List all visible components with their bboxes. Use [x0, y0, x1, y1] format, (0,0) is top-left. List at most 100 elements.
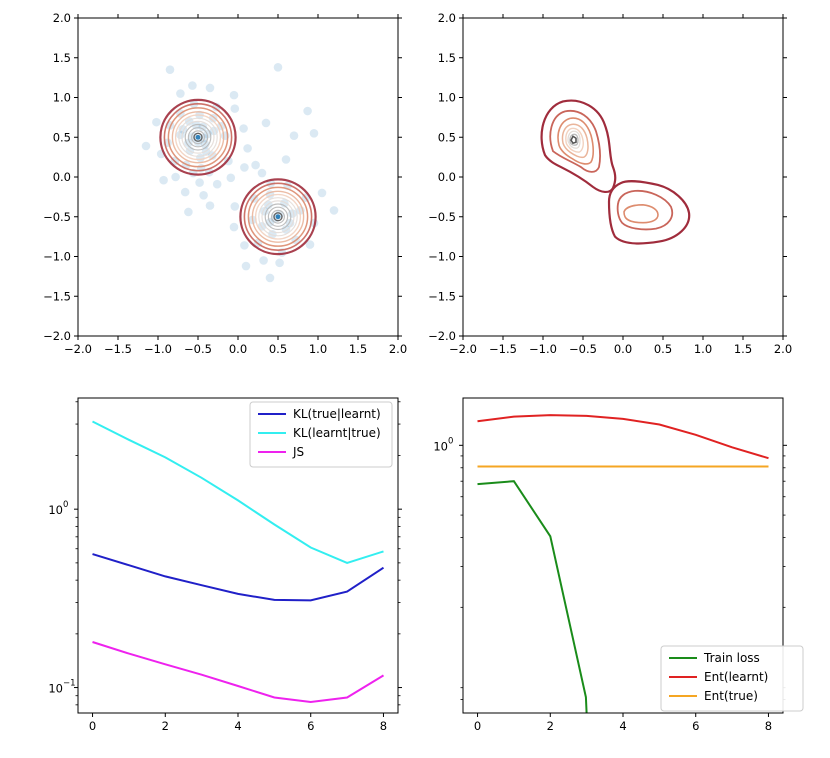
scatter-point: [239, 124, 248, 133]
scatter-point: [171, 172, 180, 182]
scatter-point: [193, 137, 203, 147]
y-tick-label: −0.5: [43, 210, 71, 224]
scatter-point: [205, 83, 215, 93]
true-density-contour: [271, 209, 286, 224]
x-tick-label: −1.0: [529, 342, 557, 356]
x-tick-label: 6: [307, 719, 314, 733]
true-density-contour: [239, 178, 317, 256]
scatter-point: [212, 179, 222, 189]
scatter-point: [240, 241, 249, 250]
true-density-contour: [258, 197, 298, 237]
scatter-point: [184, 207, 193, 217]
scatter-point: [152, 117, 161, 127]
scatter-point: [180, 187, 190, 197]
scatter-point: [199, 190, 208, 200]
series-train-loss: [477, 480, 588, 714]
legend-label: KL(learnt|true): [293, 426, 381, 440]
true-density-contour: [191, 130, 206, 145]
series-js: [92, 641, 385, 704]
scatter-point: [317, 188, 327, 198]
x-tick-label: 8: [765, 719, 772, 733]
scatter-point: [205, 201, 215, 210]
x-tick-label: −2.0: [64, 342, 92, 356]
learnt-contour-gray: [569, 133, 579, 146]
x-tick-label: 4: [619, 719, 626, 733]
y-tick-label: 0.0: [53, 170, 71, 184]
true-density-contour: [243, 182, 313, 251]
scatter-point: [243, 144, 252, 153]
true-density-contour: [267, 206, 289, 227]
true-density-contour: [261, 200, 295, 234]
scatter-point: [309, 128, 319, 138]
series-kl-true-learnt: [92, 553, 385, 602]
true-density-contour: [167, 107, 229, 168]
legend-box: [249, 401, 393, 468]
x-tick-label: −1.5: [489, 342, 517, 356]
learnt-contour-orange-lower: [623, 204, 659, 224]
legend-box: [660, 645, 804, 712]
true-density-contour: [254, 193, 302, 240]
legend-label: Train loss: [703, 651, 760, 665]
scatter-point: [273, 62, 283, 72]
learnt-contour-pale: [567, 130, 581, 149]
y-tick-label: −1.0: [43, 250, 71, 264]
y-tick-label: 1.5: [53, 51, 71, 65]
scatter-point: [329, 206, 339, 215]
y-tick-label: 10: [433, 439, 448, 453]
scatter-point: [289, 131, 299, 140]
true-density-contour: [171, 111, 225, 164]
true-density-contour: [159, 98, 237, 176]
y-tick-label: 1.0: [53, 91, 71, 105]
x-tick-label: 8: [380, 719, 387, 733]
scatter-point: [303, 106, 312, 116]
x-tick-label: 1.5: [349, 342, 367, 356]
y-tick-exponent: 0: [63, 500, 68, 510]
x-tick-label: 0.0: [614, 342, 632, 356]
scatter-point: [240, 163, 249, 172]
y-tick-exponent: −1: [63, 679, 76, 689]
x-tick-label: 2.0: [774, 342, 792, 356]
scatter-point: [257, 168, 267, 178]
true-density-contour: [178, 117, 218, 157]
learnt-contour-peak: [570, 135, 577, 145]
scatter-point: [226, 173, 236, 183]
x-tick-label: −0.5: [569, 342, 597, 356]
scatter-point: [251, 160, 260, 170]
learnt-contour-light-peach: [565, 127, 584, 153]
scatter-point: [229, 222, 239, 232]
legend: KL(true|learnt) KL(learnt|true) JS: [249, 401, 393, 468]
true-density-contour: [264, 203, 292, 231]
scatter-point: [261, 118, 271, 128]
series-ent-learnt: [477, 414, 769, 460]
y-tick-exponent: 0: [448, 436, 453, 446]
tick-layer: 0 2 4 6 810 0: [433, 436, 787, 733]
scatter-point: [165, 65, 175, 74]
scatter-point: [229, 90, 239, 100]
y-tick-label: −1.0: [428, 250, 456, 264]
legend-label: Ent(true): [704, 689, 758, 703]
true-density-contour: [251, 190, 305, 243]
x-tick-label: 0: [474, 719, 481, 733]
scatter-point: [241, 261, 251, 271]
plot-area: [463, 18, 783, 336]
scatter-point: [208, 151, 217, 160]
true-density-contour: [181, 120, 215, 154]
learnt-contour-orange-upper: [557, 117, 595, 165]
scatter-point: [230, 202, 240, 211]
legend-label: JS: [292, 445, 304, 459]
line-layer: [92, 420, 385, 704]
y-tick-label: −1.5: [428, 289, 456, 303]
x-tick-label: 0.5: [269, 342, 287, 356]
y-tick-label: −0.5: [428, 210, 456, 224]
x-tick-label: 2: [547, 719, 554, 733]
plot-area: [78, 18, 398, 336]
true-density-contour: [193, 132, 203, 142]
true-density-contour: [247, 186, 309, 247]
tick-layer: −2.0 −1.5 −1.0 −0.5 0.0 0.5 1.0 1.5 2.0−2.0−1.5−…: [428, 11, 792, 356]
tick-layer: −2.0 −1.5 −1.0 −0.5 0.0 0.5 1.0 1.5 2.0−2.0−1.5−…: [43, 11, 407, 356]
x-tick-label: 1.0: [309, 342, 327, 356]
scatter-point: [259, 256, 268, 265]
